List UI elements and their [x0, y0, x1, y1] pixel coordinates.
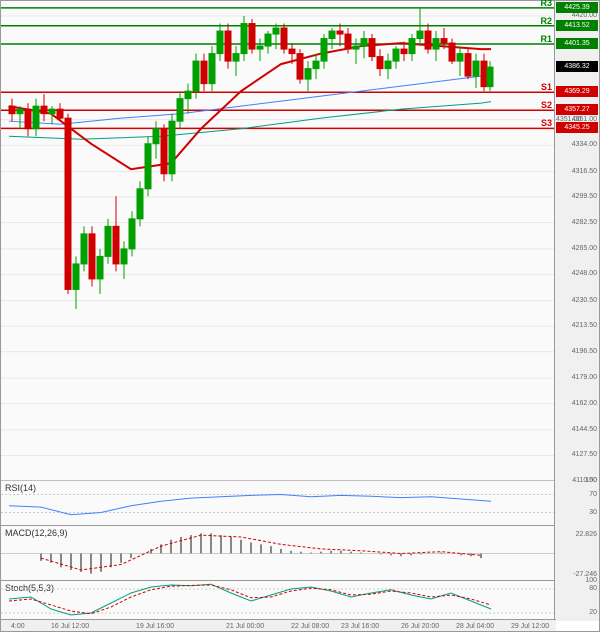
x-tick-label: 16 Jul 12:00 [51, 623, 89, 630]
y-tick-label: 4334.00 [572, 141, 597, 148]
rsi-tick: 100 [585, 477, 597, 484]
sr-value-box: 4413.52 [556, 20, 598, 31]
y-tick-label: 4196.50 [572, 348, 597, 355]
stoch-tick: 20 [589, 609, 597, 616]
y-tick-label: 4299.50 [572, 193, 597, 200]
y-tick-label: 4144.50 [572, 426, 597, 433]
sr-value-box: 4357.27 [556, 104, 598, 115]
sr-label: S2 [541, 100, 552, 110]
y-tick-label: 4213.50 [572, 322, 597, 329]
x-tick-label: 19 Jul 16:00 [136, 623, 174, 630]
current-price-marker: 4386.32 [556, 61, 598, 72]
x-tick-label: 29 Jul 12:00 [511, 623, 549, 630]
macd-panel[interactable]: MACD(12,26,9) [1, 526, 556, 581]
price-chart-svg [1, 1, 556, 481]
x-tick-label: 28 Jul 04:00 [456, 623, 494, 630]
stoch-tick: 80 [589, 585, 597, 592]
sr-label: R1 [540, 34, 552, 44]
rsi-tick: 70 [589, 491, 597, 498]
x-tick-label: 4:00 [11, 623, 25, 630]
y-tick-label: 4162.00 [572, 400, 597, 407]
sr-label: R3 [540, 0, 552, 8]
y-tick-label: 4351.00 [556, 116, 581, 123]
y-tick-label: 4420.00 [572, 12, 597, 19]
sr-label: S3 [541, 118, 552, 128]
rsi-svg [1, 481, 556, 526]
x-tick-label: 23 Jul 16:00 [341, 623, 379, 630]
sr-value-box: 4401.35 [556, 38, 598, 49]
macd-tick: 22.826 [576, 531, 597, 538]
stoch-svg [1, 581, 556, 621]
x-tick-label: 26 Jul 20:00 [401, 623, 439, 630]
y-tick-label: 4248.00 [572, 270, 597, 277]
main-price-panel[interactable]: R3 R2 R1 S1 S2 S3 [1, 1, 556, 481]
y-tick-label: 4230.50 [572, 297, 597, 304]
stoch-panel[interactable]: Stoch(5,5,3) [1, 581, 556, 621]
y-tick-label: 4316.50 [572, 168, 597, 175]
stoch-tick: 100 [585, 577, 597, 584]
y-tick-label: 4127.50 [572, 451, 597, 458]
sr-value-box: 4425.39 [556, 2, 598, 13]
y-tick-label: 4179.00 [572, 374, 597, 381]
sr-label: R2 [540, 16, 552, 26]
chart-container: R3 R2 R1 S1 S2 S3 RSI(14) MACD(12,26,9) Stoch… [0, 0, 600, 632]
sr-value-box: 4369.29 [556, 86, 598, 97]
x-axis: 4:00 16 Jul 12:00 19 Jul 16:00 21 Jul 00:00… [1, 619, 556, 631]
rsi-tick: 30 [589, 509, 597, 516]
y-axis: 4110.504127.504144.504162.004179.004196.… [554, 1, 599, 621]
y-tick-label: 4282.50 [572, 219, 597, 226]
x-tick-label: 21 Jul 00:00 [226, 623, 264, 630]
y-tick-label: 4265.00 [572, 245, 597, 252]
x-tick-label: 22 Jul 08:00 [291, 623, 329, 630]
sr-value-box: 4345.25 [556, 122, 598, 133]
macd-svg [1, 526, 556, 581]
sr-label: S1 [541, 82, 552, 92]
rsi-panel[interactable]: RSI(14) [1, 481, 556, 526]
